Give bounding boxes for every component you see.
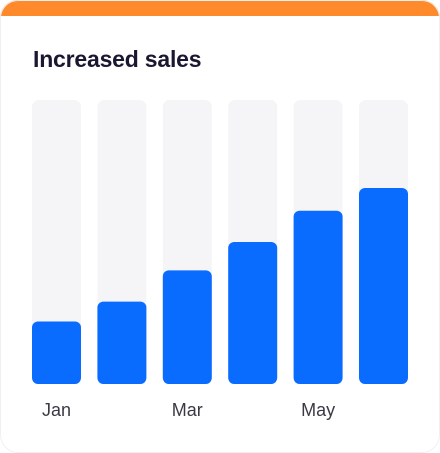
bar-apr: [228, 242, 278, 384]
x-tick-label-may: May: [301, 400, 335, 420]
bar-may: [293, 210, 343, 384]
card-title: Increased sales: [33, 46, 202, 72]
bar-mar: [162, 270, 212, 384]
accent-bar: [0, 0, 440, 16]
x-tick-label-mar: Mar: [172, 400, 203, 420]
bar-feb: [97, 301, 147, 384]
bar-track-jan: [32, 100, 81, 384]
bar-jan: [32, 321, 81, 384]
x-tick-label-jan: Jan: [42, 400, 71, 420]
bar-jun: [359, 188, 408, 384]
